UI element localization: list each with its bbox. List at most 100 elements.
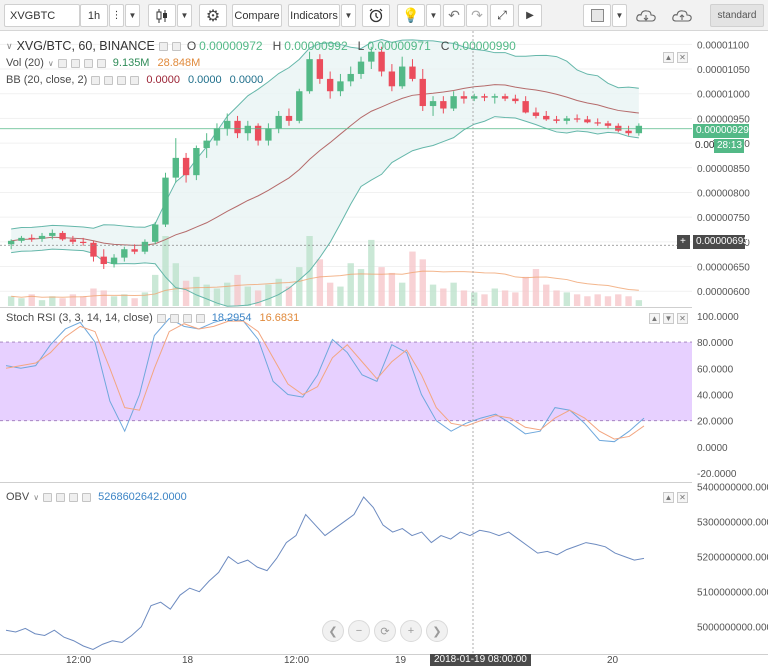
volume-bar — [213, 288, 221, 306]
fullscreen-button[interactable]: ⤢ — [490, 4, 514, 27]
undo-button[interactable]: ↶ — [443, 4, 465, 27]
eye-icon[interactable] — [158, 41, 168, 51]
obv-axis-label: 5100000000.0000 — [697, 588, 768, 599]
settings-small-icon[interactable] — [171, 41, 181, 51]
interval-more-button[interactable]: ⋮ — [109, 4, 124, 27]
eye-icon[interactable] — [43, 492, 53, 502]
close-pane-icon[interactable]: ✕ — [677, 492, 688, 503]
candle-body — [347, 73, 354, 82]
candle — [254, 123, 262, 146]
volume-bar — [543, 284, 550, 306]
reset-chart-button[interactable]: ⟳ — [374, 620, 396, 642]
chevron-down-icon: ▼ — [429, 11, 438, 20]
pane-separator[interactable] — [0, 482, 692, 483]
candle — [224, 113, 231, 136]
indicators-button[interactable]: Indicators — [288, 4, 340, 27]
settings-small-icon[interactable] — [70, 58, 80, 68]
close-icon[interactable] — [82, 492, 92, 502]
candle-body — [563, 118, 571, 121]
time-axis[interactable]: 12:00 18 12:00 19 20 — [0, 654, 768, 666]
candle-body — [594, 122, 601, 124]
volume-value: 9.135M — [112, 57, 150, 69]
crosshair-price-value: 0.00000693 — [696, 236, 749, 247]
zoom-in-button[interactable]: + — [400, 620, 422, 642]
color-dropdown[interactable]: ▼ — [612, 4, 627, 27]
stoch-pane-controls: ▲ ▼ ✕ — [649, 313, 688, 324]
add-icon[interactable] — [182, 313, 192, 323]
close-pane-icon[interactable]: ✕ — [677, 52, 688, 63]
compare-button[interactable]: Compare — [232, 4, 282, 27]
zoom-out-button[interactable]: − — [348, 620, 370, 642]
eye-icon[interactable] — [91, 75, 101, 85]
volume-bar — [254, 290, 262, 306]
volume-ma-line — [11, 270, 639, 298]
collapse-chevron-icon[interactable]: ∨ — [33, 492, 40, 502]
symbol-search-input[interactable]: XVGBTC — [4, 4, 80, 27]
move-up-icon[interactable]: ▲ — [663, 492, 674, 503]
settings-small-icon[interactable] — [56, 492, 66, 502]
move-up-icon[interactable]: ▲ — [649, 313, 660, 324]
volume-bar — [450, 282, 457, 306]
interval-dropdown-button[interactable]: ▼ — [125, 4, 140, 27]
interval-button[interactable]: 1h — [80, 4, 108, 27]
move-down-icon[interactable]: ▼ — [663, 313, 674, 324]
close-pane-icon[interactable]: ✕ — [677, 313, 688, 324]
add-alert-plus[interactable]: + — [677, 235, 690, 249]
settings-button[interactable]: ⚙ — [199, 4, 227, 27]
candle — [573, 114, 581, 123]
ideas-button[interactable]: 💡 — [397, 4, 425, 27]
load-layout-button[interactable] — [631, 4, 661, 27]
settings-small-icon[interactable] — [169, 313, 179, 323]
candle — [347, 66, 354, 87]
candle — [522, 96, 529, 114]
redo-button[interactable]: ↷ — [466, 4, 488, 27]
settings-small-icon[interactable] — [104, 75, 114, 85]
low-value: 0.00000971 — [367, 39, 431, 53]
volume-bar — [553, 290, 560, 306]
stoch-d-line — [5, 320, 645, 440]
volume-bar — [38, 300, 46, 306]
symbol-title: XVG/BTC, 60, BINANCE — [16, 39, 155, 53]
chart-style-dropdown[interactable]: ▼ — [177, 4, 192, 27]
eye-icon[interactable] — [57, 58, 67, 68]
high-key: H — [272, 39, 282, 53]
candle — [141, 239, 149, 255]
close-icon[interactable] — [195, 313, 205, 323]
move-up-icon[interactable]: ▲ — [663, 52, 674, 63]
candle — [460, 91, 468, 104]
candle-body — [285, 115, 293, 121]
volume-bar — [337, 286, 344, 306]
add-icon[interactable] — [69, 492, 79, 502]
add-icon[interactable] — [117, 75, 127, 85]
scroll-left-button[interactable]: ❮ — [322, 620, 344, 642]
bollinger-upper-line — [11, 39, 639, 230]
close-icon[interactable] — [130, 75, 140, 85]
alert-button[interactable] — [362, 4, 390, 27]
last-price-short-value: 0.000 — [695, 140, 721, 151]
collapse-chevron-icon[interactable]: ∨ — [47, 58, 54, 68]
indicators-dropdown[interactable]: ▼ — [341, 4, 356, 27]
candle-body — [100, 256, 107, 265]
candle-body — [326, 78, 334, 92]
obv-axis-label: 5300000000.0000 — [697, 518, 768, 529]
replay-button[interactable]: ▶ — [518, 4, 542, 27]
time-label: 20 — [607, 655, 619, 666]
add-icon[interactable] — [83, 58, 93, 68]
candle-body — [49, 232, 56, 236]
color-button[interactable] — [583, 4, 611, 27]
close-icon[interactable] — [96, 58, 106, 68]
volume-bar — [419, 259, 426, 306]
eye-icon[interactable] — [156, 313, 166, 323]
collapse-chevron-icon[interactable]: ∨ — [6, 40, 13, 51]
chart-canvas[interactable]: 0.00001100 0.00001050 0.00001000 0.00000950… — [0, 31, 768, 654]
scroll-right-button[interactable]: ❯ — [426, 620, 448, 642]
chart-nav-controls: ❮ − ⟳ + ❯ — [322, 620, 448, 642]
ideas-dropdown[interactable]: ▼ — [426, 4, 441, 27]
interval-label: 1h — [87, 9, 101, 22]
undo-icon: ↶ — [448, 7, 460, 23]
save-layout-button[interactable] — [667, 4, 697, 27]
layout-name-button[interactable]: standard — [710, 4, 764, 27]
pane-separator[interactable] — [0, 307, 692, 308]
chart-style-button[interactable] — [148, 4, 176, 27]
candle-body — [224, 120, 231, 129]
